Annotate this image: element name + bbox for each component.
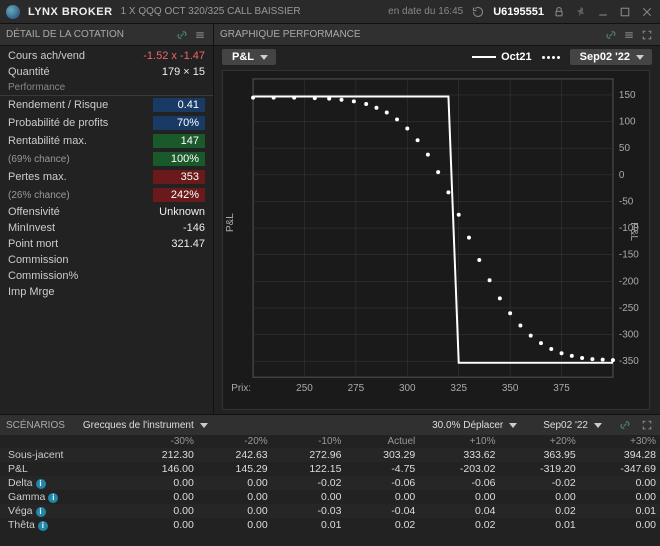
app-logo (6, 5, 20, 19)
svg-text:100: 100 (619, 117, 636, 128)
expand-icon[interactable] (640, 28, 654, 42)
expand-icon[interactable] (640, 418, 654, 432)
svg-text:-150: -150 (619, 250, 639, 261)
table-row: Deltai0.000.00-0.02-0.06-0.06-0.020.00 (0, 476, 660, 490)
scenario-date-dropdown[interactable]: Sep02 '22 (533, 418, 610, 433)
svg-text:Prix:: Prix: (231, 383, 251, 394)
table-row: P&L146.00145.29122.15-4.75-203.02-319.20… (0, 462, 660, 476)
risk-reward-row: Rendement / Risque 0.41 (0, 96, 213, 114)
imp-margin-row: Imp Mrge (0, 284, 213, 300)
svg-text:P&L: P&L (628, 222, 639, 241)
link-icon[interactable] (604, 28, 618, 42)
scenarios-table: -30%-20%-10%Actuel+10%+20%+30%Sous-jacen… (0, 435, 660, 532)
table-row: Thêtai0.000.000.010.020.020.010.00 (0, 518, 660, 532)
link-icon[interactable] (175, 28, 189, 42)
instrument-name: 1 X QQQ OCT 320/325 CALL BAISSIER (121, 6, 301, 17)
brand-name: LYNX BROKER (28, 6, 113, 18)
svg-text:275: 275 (348, 383, 365, 394)
account-number: U6195551 (493, 6, 544, 18)
greeks-dropdown[interactable]: Grecques de l'instrument (73, 418, 216, 433)
commission-pct-row: Commission% (0, 268, 213, 284)
link-icon[interactable] (618, 418, 632, 432)
performance-section: Performance (0, 80, 213, 96)
svg-text:50: 50 (619, 143, 631, 154)
scenarios-panel: SCÉNARIOS Grecques de l'instrument 30.0%… (0, 414, 660, 546)
table-row: Végai0.000.00-0.03-0.040.040.020.01 (0, 504, 660, 518)
scenarios-label: SCÉNARIOS (6, 420, 65, 431)
commission-row: Commission (0, 252, 213, 268)
time-label: en date du 16:45 (388, 6, 463, 17)
qty-row: Quantité 179 × 15 (0, 64, 213, 80)
svg-text:150: 150 (619, 90, 636, 101)
svg-text:0: 0 (619, 170, 625, 181)
pnl-dropdown[interactable]: P&L (222, 49, 276, 65)
info-icon[interactable]: i (36, 507, 46, 517)
svg-text:325: 325 (450, 383, 467, 394)
pnl-chart[interactable]: 150100500-50-100-150-200-250-300-3502502… (222, 70, 650, 410)
panel-settings-icon[interactable] (193, 28, 207, 42)
chart-header: GRAPHIQUE PERFORMANCE (214, 24, 660, 46)
titlebar: LYNX BROKER 1 X QQQ OCT 320/325 CALL BAI… (0, 0, 660, 24)
chart-settings-icon[interactable] (622, 28, 636, 42)
info-icon[interactable]: i (48, 493, 58, 503)
legend-oct21: Oct21 (472, 51, 532, 63)
pop-row: Probabilité de profits 70% (0, 114, 213, 132)
maximize-icon[interactable] (618, 5, 632, 19)
offensivity-row: Offensivité Unknown (0, 204, 213, 220)
legend-sep02 (542, 56, 560, 59)
date-dropdown[interactable]: Sep02 '22 (570, 49, 652, 65)
svg-text:375: 375 (553, 383, 570, 394)
svg-text:250: 250 (296, 383, 313, 394)
svg-text:-200: -200 (619, 276, 639, 287)
svg-text:P&L: P&L (225, 213, 236, 232)
maxprofit-row: Rentabilité max. 147 (0, 132, 213, 150)
info-icon[interactable]: i (36, 479, 46, 489)
minimize-icon[interactable] (596, 5, 610, 19)
info-icon[interactable]: i (38, 521, 48, 531)
performance-chart-panel: GRAPHIQUE PERFORMANCE P&L Oct21 Sep02 '2… (214, 24, 660, 414)
svg-text:-250: -250 (619, 303, 639, 314)
maxprofit-sub-row: (69% chance) 100% (0, 150, 213, 168)
lock-icon[interactable] (552, 5, 566, 19)
maxloss-sub-row: (26% chance) 242% (0, 186, 213, 204)
breakeven-row: Point mort 321.47 (0, 236, 213, 252)
detail-header: DÉTAIL DE LA COTATION (0, 24, 213, 46)
mininvest-row: MinInvest -146 (0, 220, 213, 236)
svg-text:-300: -300 (619, 330, 639, 341)
svg-text:-350: -350 (619, 356, 639, 367)
refresh-icon[interactable] (471, 5, 485, 19)
quote-detail-panel: DÉTAIL DE LA COTATION Cours ach/vend -1.… (0, 24, 214, 414)
close-icon[interactable] (640, 5, 654, 19)
bidask-row: Cours ach/vend -1.52 x -1.47 (0, 48, 213, 64)
table-row: Gammai0.000.000.000.000.000.000.00 (0, 490, 660, 504)
maxloss-row: Pertes max. 353 (0, 168, 213, 186)
svg-text:350: 350 (502, 383, 519, 394)
pin-icon[interactable] (574, 5, 588, 19)
table-row: Sous-jacent212.30242.63272.96303.29333.6… (0, 448, 660, 462)
svg-text:-50: -50 (619, 196, 634, 207)
svg-text:300: 300 (399, 383, 416, 394)
move-dropdown[interactable]: 30.0% Déplacer (422, 418, 525, 433)
